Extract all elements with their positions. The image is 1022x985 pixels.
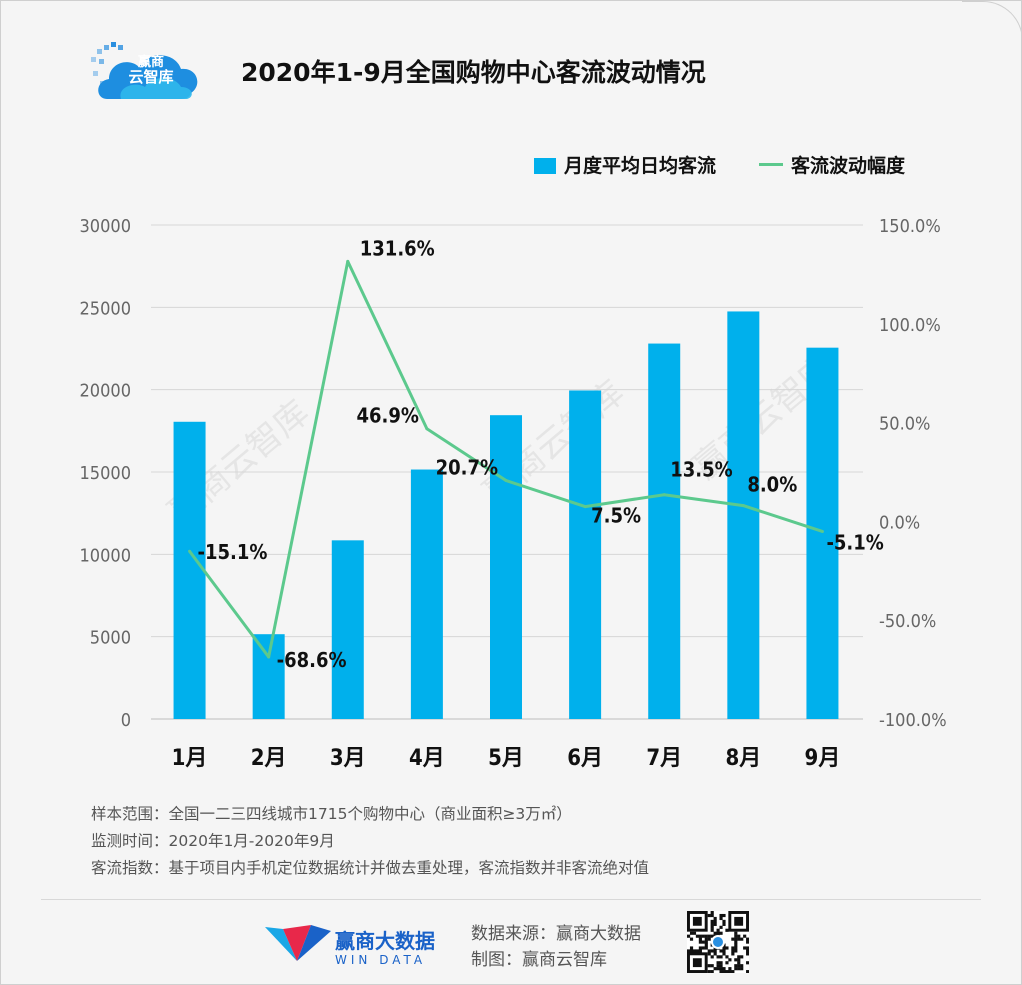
bar-1月 [173,421,206,719]
line-series: -15.1% -68.6% 131.6% 46.9% 20.7% 7.5% 13.5% 8.0… [188,236,884,672]
data-label: -15.1% [198,540,268,564]
data-label: 7.5% [591,504,641,528]
data-label: -5.1% [826,530,883,554]
note-period: 监测时间：2020年1月-2020年9月 [91,832,335,850]
left-tick-label: 20000 [79,381,131,402]
data-label: 131.6% [360,236,435,260]
x-tick-label: 3月 [330,746,366,771]
data-label: 13.5% [670,458,732,482]
footer-divider [41,899,981,900]
x-tick-label: 6月 [567,746,603,771]
bar-7月 [648,343,681,719]
right-tick-label: 100.0% [879,315,941,336]
right-tick-label: -100.0% [879,710,947,731]
legend-line: 客流波动幅度 [759,151,905,178]
notes: 样本范围：全国一二三四线城市1715个购物中心（商业面积≥3万㎡） 监测时间：2… [91,801,649,882]
x-tick-label: 5月 [488,746,524,771]
bar-8月 [727,311,760,719]
source-block: 数据来源：赢商大数据 制图：赢商云智库 [471,921,641,973]
bar-3月 [331,540,364,719]
combo-chart: 赢商云智库 赢商云智库 赢商云智库 -15.1%-68.6%131.6%46.9%2… [79,216,947,771]
right-tick-label: 50.0% [879,414,930,435]
logo-line1: 赢商 [137,55,164,70]
right-axis: -100.0% -50.0% 0.0% 50.0% 100.0% 150.0% [879,216,947,731]
winshang-cloud-logo: 赢商 云智库 [91,41,207,103]
brand-en: WIN DATA [335,953,427,967]
right-tick-label: -50.0% [879,611,936,632]
windata-logo-icon [265,925,331,961]
source-text: 数据来源：赢商大数据 [471,924,641,944]
x-tick-label: 2月 [251,746,287,771]
data-label: 8.0% [747,473,797,497]
bar-9月 [806,347,839,719]
left-tick-label: 10000 [79,545,131,566]
legend-bar-label: 月度平均日均客流 [564,155,717,177]
right-tick-label: 150.0% [879,216,941,237]
data-label: 46.9% [356,404,418,428]
data-label: 20.7% [436,455,498,479]
data-label: -68.6% [277,648,347,672]
chart-title: 2020年1-9月全国购物中心客流波动情况 [241,58,706,87]
logo-line2: 云智库 [128,68,174,86]
x-tick-label: 1月 [172,746,208,771]
left-tick-label: 0 [121,710,131,731]
line-point [662,493,666,497]
bar-series [173,311,839,719]
legend-line-label: 客流波动幅度 [791,155,906,177]
line-point [820,529,824,533]
line-point [504,478,508,482]
right-tick-label: 0.0% [879,512,920,533]
legend-bar: 月度平均日均客流 [534,151,716,178]
windata-brand: 赢商大数据 WIN DATA [263,921,463,971]
qr-code-icon [687,911,750,974]
left-tick-label: 5000 [90,628,131,649]
x-axis: 1月 2月 3月 4月 5月 6月 7月 8月 9月 [172,746,841,771]
x-tick-label: 8月 [725,746,761,771]
brand-cn: 赢商大数据 [335,929,435,953]
x-tick-label: 4月 [409,746,445,771]
line-point [346,259,350,263]
line-point [425,427,429,431]
line-point [741,504,745,508]
left-tick-label: 30000 [79,216,131,237]
legend-bar-swatch [534,158,556,174]
x-tick-label: 9月 [805,746,841,771]
note-sample: 样本范围：全国一二三四线城市1715个购物中心（商业面积≥3万㎡） [91,805,572,823]
line-point [267,655,271,659]
legend-line-swatch [759,163,783,166]
line-point [583,505,587,509]
bar-5月 [490,415,522,719]
bar-6月 [569,390,602,719]
x-tick-label: 7月 [646,746,682,771]
made-by-text: 制图：赢商云智库 [471,950,607,970]
bar-2月 [252,634,285,719]
left-axis: 0 5000 10000 15000 20000 25000 30000 [79,216,131,731]
line-point [188,549,192,553]
bar-4月 [410,469,443,719]
left-tick-label: 15000 [79,463,131,484]
left-tick-label: 25000 [79,298,131,319]
note-index: 客流指数：基于项目内手机定位数据统计并做去重处理，客流指数并非客流绝对值 [91,859,650,877]
